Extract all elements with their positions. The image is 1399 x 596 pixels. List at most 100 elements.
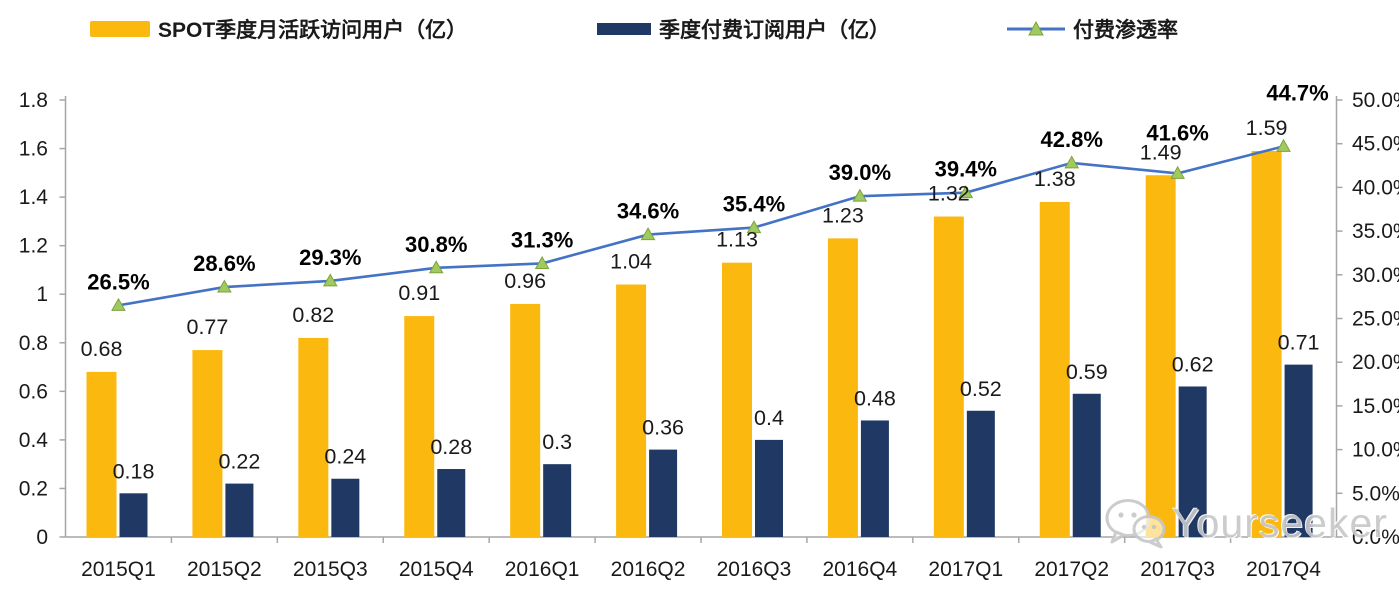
subscriber-value-label-2017Q1: 0.52 [960,377,1002,401]
subscriber-value-label-2016Q1: 0.3 [542,430,572,454]
x-axis-category-label: 2017Q2 [1034,558,1109,581]
mau-value-label-2015Q3: 0.82 [292,303,334,327]
legend-item-mau: SPOT季度月活跃访问用户（亿） [90,14,467,44]
bar-mau-2016Q1 [510,303,541,537]
x-axis-category-label: 2015Q4 [399,558,474,581]
penetration-marker-2015Q2 [217,279,232,293]
penetration-pct-label-2016Q2: 34.6% [617,199,679,224]
penetration-pct-label-2015Q4: 30.8% [405,232,467,257]
legend-line-marker-icon [1007,20,1065,36]
penetration-marker-2017Q1 [958,185,974,199]
legend-swatch-mau [90,21,150,37]
legend-label-penetration: 付费渗透率 [1073,19,1178,42]
penetration-pct-label-2015Q1: 26.5% [87,269,149,294]
subscriber-value-label-2017Q2: 0.59 [1066,360,1108,384]
bar-mau-2015Q3 [298,337,329,537]
penetration-pct-label-2016Q4: 39.0% [829,160,891,185]
penetration-marker-2016Q2 [640,227,656,241]
right-axis-tick-label: 35.0% [1352,220,1399,243]
penetration-pct-label-2015Q2: 28.6% [193,251,255,276]
subscriber-value-label-2015Q1: 0.18 [113,459,155,483]
penetration-pct-label-2017Q3: 41.6% [1146,120,1208,145]
bar-subscribers-2016Q3 [755,439,783,537]
penetration-pct-label-2017Q1: 39.4% [935,157,997,182]
x-axis-category-label: 2017Q1 [928,558,1003,581]
legend-label-subscribers: 季度付费订阅用户（亿） [659,19,890,42]
x-axis-category-label: 2015Q3 [293,558,368,581]
bar-subscribers-2016Q4 [860,420,889,537]
x-axis-category-label: 2017Q3 [1140,558,1215,581]
bar-subscribers-2015Q1 [119,493,148,537]
chart-legend: SPOT季度月活跃访问用户（亿） 季度付费订阅用户（亿） 付费渗透率 [0,0,1399,56]
right-axis-tick-label: 25.0% [1352,308,1399,331]
subscriber-value-label-2017Q4: 0.71 [1278,331,1320,355]
penetration-line [118,145,1284,307]
penetration-pct-label-2017Q4: 44.7% [1266,80,1328,105]
penetration-pct-label-2017Q2: 42.8% [1041,127,1103,152]
mau-value-label-2015Q2: 0.77 [186,315,228,339]
legend-swatch-subscribers [597,23,651,35]
x-axis-category-label: 2016Q4 [823,558,898,581]
left-axis-tick-label: 0.4 [19,429,49,452]
penetration-marker-2015Q3 [322,273,338,287]
mau-value-label-2017Q1: 1.32 [928,182,970,206]
penetration-pct-label-2016Q3: 35.4% [723,192,785,217]
left-axis-tick-label: 1.2 [19,235,48,258]
right-axis-tick-label: 50.0% [1352,89,1399,112]
x-axis-category-label: 2017Q4 [1246,558,1321,581]
left-axis-tick-label: 0.8 [19,332,48,355]
penetration-marker-2017Q3 [1170,165,1185,179]
penetration-marker-2015Q1 [111,297,126,311]
left-axis-tick-label: 0 [36,526,48,549]
legend-item-subscribers: 季度付费订阅用户（亿） [597,14,890,44]
right-axis-tick-label: 30.0% [1352,264,1399,287]
right-axis-tick-label: 45.0% [1352,133,1399,156]
right-axis-tick-label: 40.0% [1352,176,1399,199]
mau-value-label-2015Q4: 0.91 [398,281,440,305]
left-axis-tick-label: 1.6 [19,138,48,161]
bar-mau-2017Q3 [1145,175,1176,537]
mau-value-label-2015Q1: 0.68 [81,337,123,361]
right-axis-tick-label: 10.0% [1352,439,1399,462]
penetration-pct-label-2016Q1: 31.3% [511,227,573,252]
left-axis-tick-label: 0.6 [19,380,48,403]
left-axis-tick-label: 1.4 [19,186,49,209]
x-axis-category-label: 2015Q1 [81,558,156,581]
left-axis-tick-label: 1.8 [19,89,48,112]
mau-value-label-2017Q4: 1.59 [1246,116,1288,140]
bar-mau-2015Q4 [404,316,435,537]
mau-value-label-2016Q3: 1.13 [716,228,758,252]
left-axis-tick-label: 0.2 [19,477,48,500]
penetration-marker-2016Q3 [746,220,762,234]
penetration-marker-2017Q4 [1276,138,1291,152]
x-axis-category-label: 2016Q2 [611,558,686,581]
x-axis-category-label: 2016Q3 [717,558,792,581]
penetration-marker-2015Q4 [428,260,444,274]
mau-value-label-2017Q2: 1.38 [1034,167,1076,191]
subscriber-value-label-2016Q2: 0.36 [642,416,684,440]
x-axis-category-label: 2015Q2 [187,558,262,581]
bar-mau-2015Q1 [86,371,117,537]
bar-mau-2015Q2 [192,350,223,537]
bar-subscribers-2017Q1 [966,410,995,537]
subscriber-value-label-2017Q3: 0.62 [1172,352,1214,376]
mau-value-label-2016Q4: 1.23 [822,203,864,227]
bar-mau-2016Q3 [722,262,752,537]
penetration-marker-2017Q2 [1064,155,1080,169]
right-axis-tick-label: 0.0% [1352,526,1399,549]
subscriber-value-label-2016Q3: 0.4 [754,406,784,430]
penetration-marker-2016Q4 [852,188,868,202]
mau-value-label-2016Q2: 1.04 [610,250,652,274]
legend-item-penetration: 付费渗透率 [1007,14,1178,44]
legend-label-mau: SPOT季度月活跃访问用户（亿） [158,19,468,42]
penetration-marker-2016Q1 [534,255,550,269]
left-axis-tick-label: 1 [36,283,48,306]
x-axis-category-label: 2016Q1 [505,558,580,581]
bar-subscribers-2017Q2 [1072,393,1101,537]
subscriber-value-label-2015Q4: 0.28 [430,435,472,459]
mau-value-label-2017Q3: 1.49 [1140,140,1182,164]
bar-subscribers-2017Q4 [1284,364,1313,537]
bar-mau-2017Q2 [1039,201,1070,537]
